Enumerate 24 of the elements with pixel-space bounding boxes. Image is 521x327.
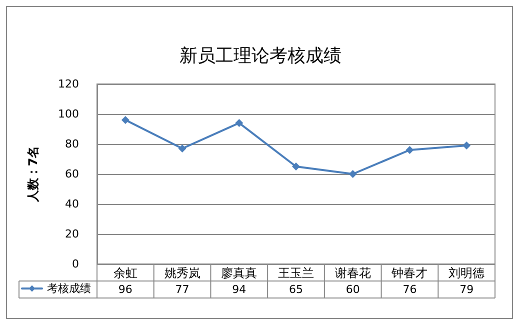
y-tick-label: 20 xyxy=(65,228,79,240)
y-axis-title: 人数：7名 xyxy=(26,146,40,204)
x-tick-label: 姚秀岚 xyxy=(164,266,200,280)
legend-label: 考核成绩 xyxy=(47,282,91,295)
data-label: 60 xyxy=(346,283,360,296)
x-tick-label: 余虹 xyxy=(113,266,138,280)
y-tick-label: 100 xyxy=(58,108,79,120)
y-tick-label: 120 xyxy=(58,78,79,90)
x-tick-label: 王玉兰 xyxy=(278,266,314,280)
y-tick-label: 40 xyxy=(65,198,79,210)
x-tick-label: 谢春花 xyxy=(334,266,371,280)
x-tick-label: 钟春才 xyxy=(390,266,428,280)
data-label: 94 xyxy=(232,283,246,296)
data-label: 96 xyxy=(118,283,132,296)
y-tick-label: 80 xyxy=(65,138,79,150)
y-tick-label: 60 xyxy=(65,168,79,180)
x-tick-label: 廖真真 xyxy=(221,266,258,280)
data-label: 79 xyxy=(460,283,474,296)
data-label: 76 xyxy=(402,283,417,296)
x-tick-label: 刘明德 xyxy=(448,266,485,280)
data-label: 65 xyxy=(289,283,303,296)
chart-title: 新员工理论考核成绩 xyxy=(180,46,342,66)
y-tick-label: 0 xyxy=(72,258,79,270)
data-label: 77 xyxy=(175,283,190,296)
